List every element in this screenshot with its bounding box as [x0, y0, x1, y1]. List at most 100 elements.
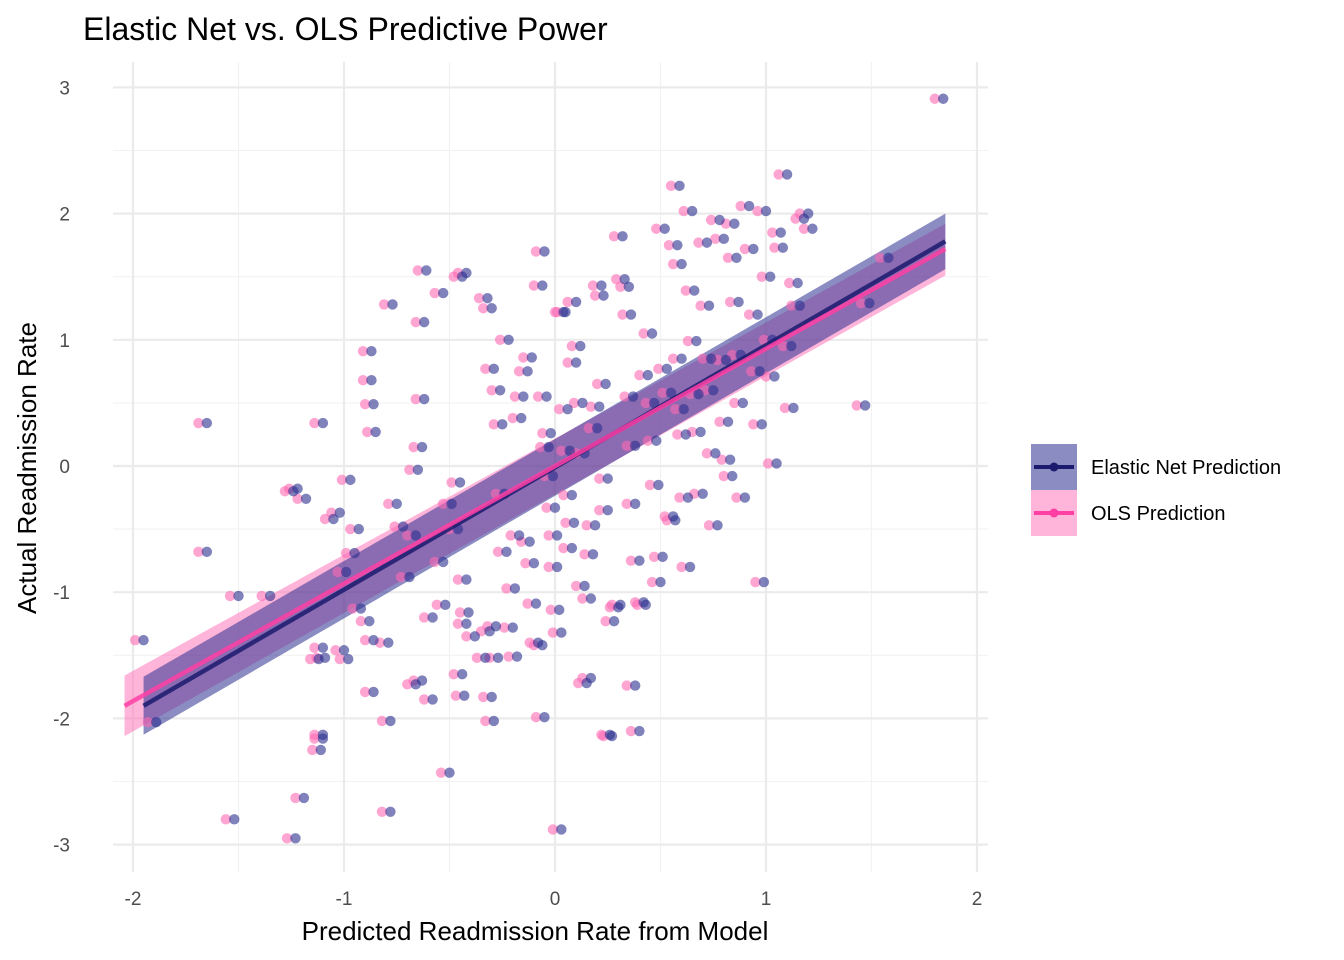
ols-point	[347, 603, 358, 614]
elastic-net-point	[412, 464, 424, 475]
ols-point	[279, 486, 291, 497]
elastic-net-point	[385, 715, 396, 727]
elastic-net-point	[769, 371, 780, 382]
elastic-net-point	[665, 387, 677, 399]
elastic-net-point	[617, 231, 628, 242]
elastic-net-point	[629, 498, 641, 510]
elastic-net-point	[368, 634, 379, 646]
elastic-net-point	[488, 363, 500, 375]
elastic-net-point	[627, 391, 639, 402]
ols-point	[678, 205, 689, 217]
y-tick-label: 2	[59, 205, 70, 226]
elastic-net-point	[564, 445, 575, 457]
ols-point	[535, 441, 546, 453]
ols-point	[752, 205, 763, 217]
elastic-net-point	[781, 169, 793, 180]
ols-point	[309, 733, 320, 744]
elastic-net-point	[469, 631, 481, 642]
elastic-net-point	[340, 566, 352, 578]
ols-point	[929, 93, 940, 104]
data-points	[129, 93, 949, 844]
elastic-net-point	[446, 498, 457, 510]
elastic-net-point	[459, 690, 470, 701]
elastic-net-point	[594, 401, 605, 412]
ols-point	[410, 316, 421, 328]
elastic-net-point	[317, 733, 329, 744]
y-axis-title: Actual Readmission Rate	[12, 322, 42, 614]
ols-point	[520, 557, 531, 569]
ols-point	[705, 214, 717, 226]
ols-point	[743, 309, 755, 320]
ols-point	[739, 243, 751, 255]
elastic-net-point	[646, 328, 658, 339]
elastic-net-point	[708, 385, 719, 396]
elastic-net-point	[541, 391, 552, 402]
elastic-net-point	[859, 400, 871, 411]
elastic-net-point	[138, 634, 149, 646]
ols-point	[558, 489, 569, 501]
elastic-net-point	[556, 627, 567, 638]
ols-point	[777, 340, 789, 352]
ols-point	[570, 580, 582, 592]
ols-point	[648, 551, 660, 563]
ols-point	[716, 454, 727, 465]
ols-point	[547, 627, 559, 638]
elastic-net-point	[343, 653, 354, 665]
ols-point	[480, 363, 491, 375]
ols-point	[710, 233, 721, 245]
elastic-net-point	[640, 599, 651, 611]
ols-point	[486, 385, 497, 396]
elastic-net-point	[608, 616, 620, 627]
ols-point	[378, 299, 390, 310]
elastic-net-point	[298, 792, 310, 804]
ols-point	[454, 607, 466, 618]
elastic-net-point	[488, 715, 500, 727]
elastic-net-point	[427, 612, 438, 623]
elastic-net-point	[765, 271, 776, 282]
elastic-net-point	[444, 767, 455, 778]
ols-point	[617, 309, 628, 320]
elastic-net-point	[518, 391, 529, 402]
elastic-net-point	[383, 637, 394, 648]
elastic-net-point	[454, 477, 466, 488]
elastic-net-point	[490, 621, 502, 632]
ols-point	[446, 477, 457, 488]
elastic-net-point	[653, 479, 664, 491]
elastic-net-point	[551, 561, 563, 573]
legend-label: Elastic Net Prediction	[1091, 457, 1281, 479]
ols-point	[418, 694, 430, 705]
ols-point	[330, 645, 341, 656]
elastic-net-point	[625, 309, 637, 320]
elastic-net-point	[589, 520, 601, 531]
elastic-net-point	[585, 593, 597, 604]
ols-point	[528, 280, 540, 291]
ols-point	[634, 369, 645, 381]
legend: Elastic Net Prediction OLS Prediction	[1031, 444, 1281, 536]
ols-point	[665, 180, 677, 192]
elastic-net-point	[334, 507, 345, 518]
elastic-net-point	[547, 470, 559, 482]
elastic-net-point	[404, 571, 415, 583]
y-tick-label: -2	[53, 709, 70, 730]
x-tick-label: 1	[761, 889, 772, 910]
ols-point	[670, 404, 681, 415]
elastic-net-point	[201, 417, 213, 429]
elastic-net-point	[317, 642, 329, 653]
elastic-net-point	[461, 267, 472, 279]
ols-point	[530, 246, 542, 257]
elastic-net-point	[368, 398, 379, 410]
elastic-net-point	[720, 354, 732, 366]
elastic-net-point	[722, 416, 734, 428]
ols-point	[784, 277, 795, 289]
ols-point	[568, 397, 580, 409]
elastic-net-point	[710, 448, 721, 459]
elastic-net-point	[416, 441, 428, 453]
ols-point	[355, 616, 367, 627]
ols-point	[543, 561, 554, 573]
elastic-net-point	[731, 252, 742, 263]
ols-point	[697, 353, 708, 364]
elastic-net-point	[551, 530, 563, 541]
ols-point	[640, 397, 651, 409]
elastic-net-point	[883, 252, 894, 263]
elastic-net-point	[539, 246, 550, 257]
